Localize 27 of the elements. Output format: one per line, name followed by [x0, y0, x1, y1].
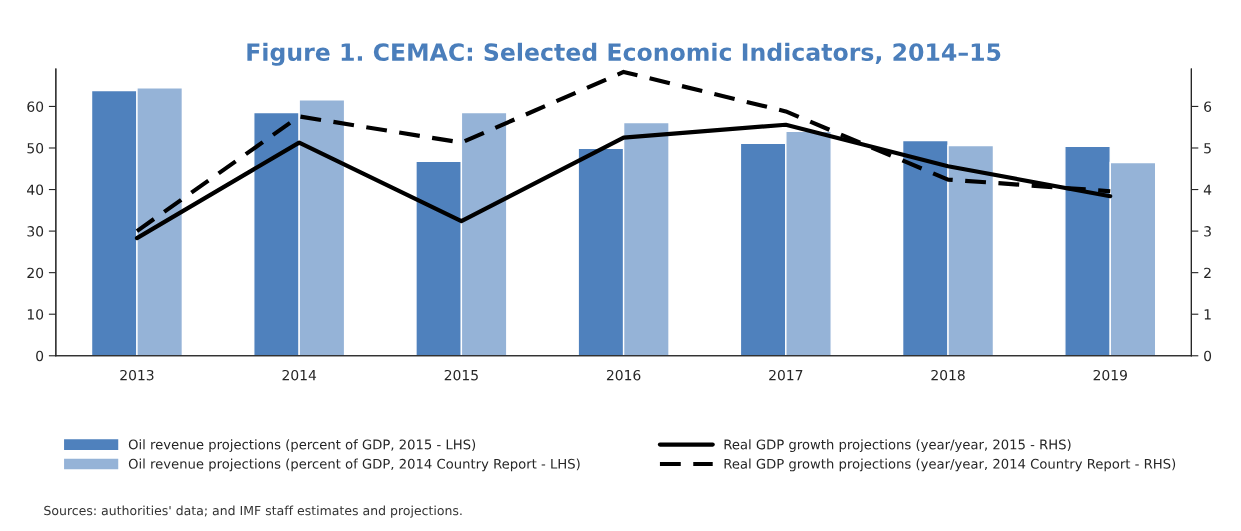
- y-tick-label: 10: [27, 309, 44, 320]
- x-tick-label: 2014: [282, 369, 317, 381]
- y2-tick-label: 0: [1204, 350, 1212, 362]
- x-tick-label: 2019: [1093, 369, 1127, 381]
- legend-label: Real GDP growth projections (year/year, 2015 - RHS): [724, 439, 1071, 452]
- x-tick-label: 2018: [931, 369, 965, 381]
- y2-tick-label: 1: [1204, 309, 1211, 320]
- x-tick-label: 2017: [769, 369, 803, 381]
- y-tick-label: 30: [27, 226, 44, 237]
- y-tick-label: 50: [27, 142, 44, 154]
- legend-label: Oil revenue projections (percent of GDP, 2015 - LHS): [128, 439, 476, 452]
- y2-tick-label: 4: [1203, 184, 1212, 195]
- y-tick-label: 40: [27, 184, 44, 196]
- y-tick-label: 20: [27, 267, 44, 279]
- y-tick-label: 0: [36, 350, 44, 362]
- x-tick-label: 2015: [444, 369, 478, 381]
- source-note: Sources: authorities' data; and IMF staff estimates and projections.: [44, 505, 462, 518]
- y2-tick-label: 5: [1204, 143, 1211, 154]
- y2-tick-label: 6: [1204, 101, 1212, 112]
- chart-title: Figure 1. CEMAC: Selected Economic Indicators, 2014–15: [247, 42, 1001, 66]
- x-tick-label: 2013: [120, 369, 154, 381]
- legend-label: Oil revenue projections (percent of GDP, 2014 Country Report - LHS): [128, 458, 580, 472]
- legend-label: Real GDP growth projections (year/year, 2014 Country Report - RHS): [724, 458, 1176, 472]
- y2-tick-label: 2: [1204, 267, 1211, 278]
- y-tick-label: 60: [27, 101, 44, 112]
- y2-tick-label: 3: [1204, 226, 1211, 237]
- x-tick-label: 2016: [606, 369, 641, 381]
